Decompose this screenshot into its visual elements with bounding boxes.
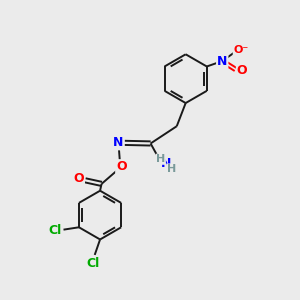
Text: O⁻: O⁻ (234, 45, 249, 55)
Text: N: N (113, 136, 124, 149)
Text: O: O (74, 172, 84, 185)
Text: N: N (161, 157, 171, 170)
Text: Cl: Cl (49, 224, 62, 237)
Text: O: O (237, 64, 248, 77)
Text: O: O (116, 160, 127, 173)
Text: N: N (217, 55, 227, 68)
Text: Cl: Cl (87, 257, 100, 270)
Text: H: H (156, 154, 165, 164)
Text: H: H (167, 164, 176, 174)
